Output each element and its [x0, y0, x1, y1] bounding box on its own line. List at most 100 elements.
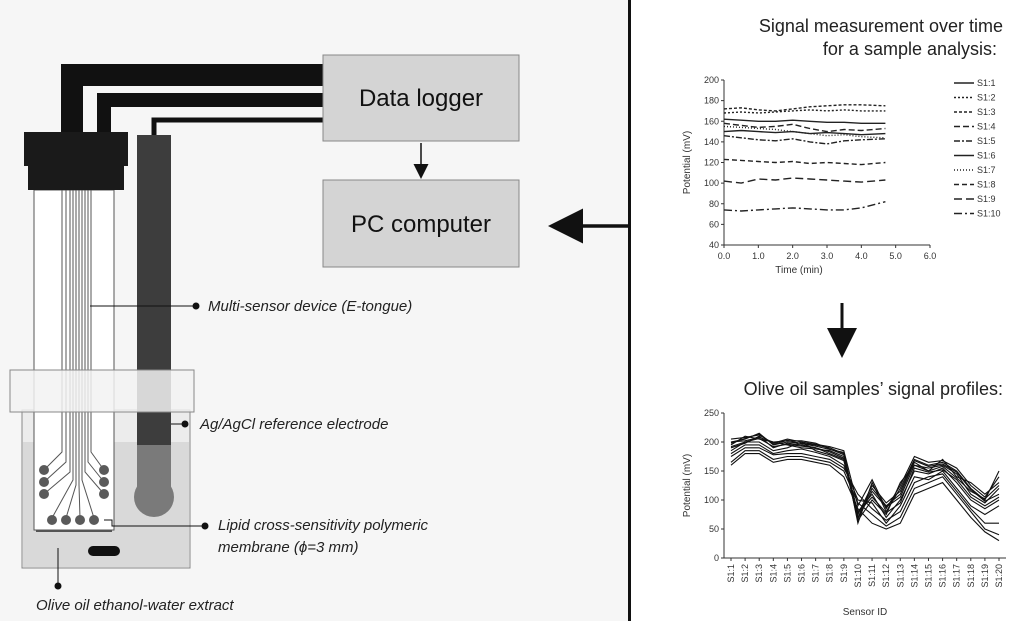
- chart2-y-tick-label: 50: [709, 524, 719, 534]
- chart2-x-tick-label: S1:17: [952, 564, 962, 588]
- chart1-legend-label: S1:7: [977, 165, 996, 175]
- chart2-y-tick-label: 250: [704, 408, 719, 418]
- chart2-x-tick-label: S1:4: [768, 564, 778, 583]
- reference-dot: [181, 420, 189, 428]
- sensor-membranes: [39, 465, 109, 525]
- chart1-series-line: [723, 109, 886, 114]
- chart1-title-line2: for a sample analysis:: [823, 39, 997, 59]
- chart1-x-tick-label: 4.0: [855, 251, 868, 261]
- chart1-legend-label: S1:6: [977, 151, 996, 161]
- chart1-series-line: [723, 125, 886, 139]
- chart1-x-tick-label: 5.0: [889, 251, 902, 261]
- chart2-profile-line: [730, 441, 1000, 519]
- chart2-x-tick-label: S1:15: [923, 564, 933, 588]
- chart1-title-line1: Signal measurement over time: [759, 16, 1003, 36]
- chart1-series-line: [723, 122, 886, 133]
- chart2-x-tick-label: S1:1: [726, 564, 736, 583]
- chart1-legend-label: S1:8: [977, 180, 996, 190]
- chart1-series-line: [723, 129, 886, 136]
- chart2-profile-line: [730, 434, 1000, 510]
- chart2-profile-line: [730, 447, 999, 524]
- chart2-x-tick-label: S1:19: [980, 564, 990, 588]
- chart1-series-line: [723, 135, 886, 145]
- chart1-y-tick-label: 40: [709, 240, 719, 250]
- data-logger-label: Data logger: [359, 85, 483, 112]
- chart1-legend-label: S1:1: [977, 78, 996, 88]
- chart1-legend-label: S1:2: [977, 93, 996, 103]
- time-series-chart: 40 60 80 100 120 140 160 180 200 0.0 1.0 2.0 3.0 4.0 5…: [682, 75, 1001, 276]
- chart1-y-tick-label: 80: [709, 199, 719, 209]
- chart2-x-axis-label: Sensor ID: [843, 607, 887, 618]
- chart1-legend-label: S1:3: [977, 107, 996, 117]
- reference-electrode-tip: [134, 477, 174, 517]
- chart1-series-line: [723, 177, 886, 184]
- chart1-legend-label: S1:9: [977, 194, 996, 204]
- chart2-profile-line: [730, 436, 1000, 517]
- chart1-legend-label: S1:5: [977, 136, 996, 146]
- chart1-x-tick-label: 6.0: [924, 251, 937, 261]
- chart1-legend-label: S1:10: [977, 209, 1001, 219]
- chart2-y-tick-label: 0: [714, 553, 719, 563]
- chart2-profile-line: [730, 437, 1000, 514]
- chart1-y-tick-label: 180: [704, 96, 719, 106]
- chart1-series-line: [723, 201, 886, 212]
- chart2-x-tick-label: S1:3: [754, 564, 764, 583]
- chart2-x-tick-label: S1:7: [811, 564, 821, 583]
- chart2-x-tick-label: S1:13: [895, 564, 905, 588]
- chart2-profile-line: [730, 435, 1000, 522]
- chart2-x-tick-label: S1:12: [881, 564, 891, 588]
- chart2-x-tick-label: S1:5: [782, 564, 792, 583]
- pc-computer-box: [322, 179, 520, 268]
- chart2-x-tick-label: S1:10: [853, 564, 863, 588]
- membrane-label-line1: Lipid cross-sensitivity polymeric: [218, 517, 429, 534]
- data-logger-box: [322, 54, 520, 142]
- chart2-x-tick-label: S1:9: [839, 564, 849, 583]
- sensor-tip-line: [36, 530, 112, 532]
- reference-electrode-label: Ag/AgCl reference electrode: [199, 416, 388, 433]
- chart1-legend-label: S1:4: [977, 122, 996, 132]
- chart2-profile-line: [730, 453, 1000, 542]
- membrane-label-line2: membrane (ϕ=3 mm): [218, 539, 358, 556]
- e-tongue-cap-top: [24, 132, 128, 166]
- chart2-y-axis-label: Potential (mV): [682, 454, 693, 517]
- chart1-y-tick-label: 60: [709, 219, 719, 229]
- extract-label: Olive oil ethanol-water extract: [36, 597, 234, 614]
- chart1-y-tick-label: 120: [704, 158, 719, 168]
- chart2-profile-line: [730, 450, 1000, 536]
- chart2-x-tick-label: S1:8: [825, 564, 835, 583]
- multi-sensor-dot: [192, 302, 200, 310]
- chart1-y-tick-label: 200: [704, 75, 719, 85]
- stir-bar: [88, 546, 120, 556]
- chart2-x-tick-label: S1:2: [740, 564, 750, 583]
- chart1-x-tick-label: 1.0: [752, 251, 765, 261]
- chart2-y-tick-label: 100: [704, 495, 719, 505]
- electrode-holder: [9, 369, 195, 413]
- chart1-y-axis-label: Potential (mV): [682, 131, 693, 194]
- chart2-title: Olive oil samples’ signal profiles:: [744, 379, 1003, 399]
- chart1-series-line: [723, 118, 886, 125]
- chart2-x-tick-label: S1:11: [867, 564, 877, 587]
- sensor-wires: [43, 190, 105, 519]
- chart1-x-tick-label: 3.0: [821, 251, 834, 261]
- chart1-series-line: [723, 158, 886, 166]
- sensor-cable-inner: [97, 93, 325, 140]
- chart1-y-tick-label: 160: [704, 116, 719, 126]
- pc-computer-label: PC computer: [351, 211, 491, 238]
- chart1-y-tick-label: 100: [704, 178, 719, 188]
- membrane-dot: [201, 522, 209, 530]
- extract-dot: [54, 582, 62, 590]
- chart1-x-tick-label: 0.0: [718, 251, 731, 261]
- reference-cable: [151, 117, 325, 135]
- chart2-x-tick-label: S1:6: [797, 564, 807, 583]
- chart2-y-tick-label: 200: [704, 437, 719, 447]
- chart2-x-tick-label: S1:14: [909, 564, 919, 588]
- chart2-x-tick-label: S1:16: [938, 564, 948, 588]
- chart2-x-tick-label: S1:20: [994, 564, 1004, 588]
- sensor-cable: [61, 64, 325, 140]
- multi-sensor-label: Multi-sensor device (E-tongue): [208, 298, 412, 315]
- chart1-y-tick-label: 140: [704, 137, 719, 147]
- panel-divider: [628, 0, 631, 621]
- membrane-leader: [104, 519, 205, 527]
- chart2-y-tick-label: 150: [704, 466, 719, 476]
